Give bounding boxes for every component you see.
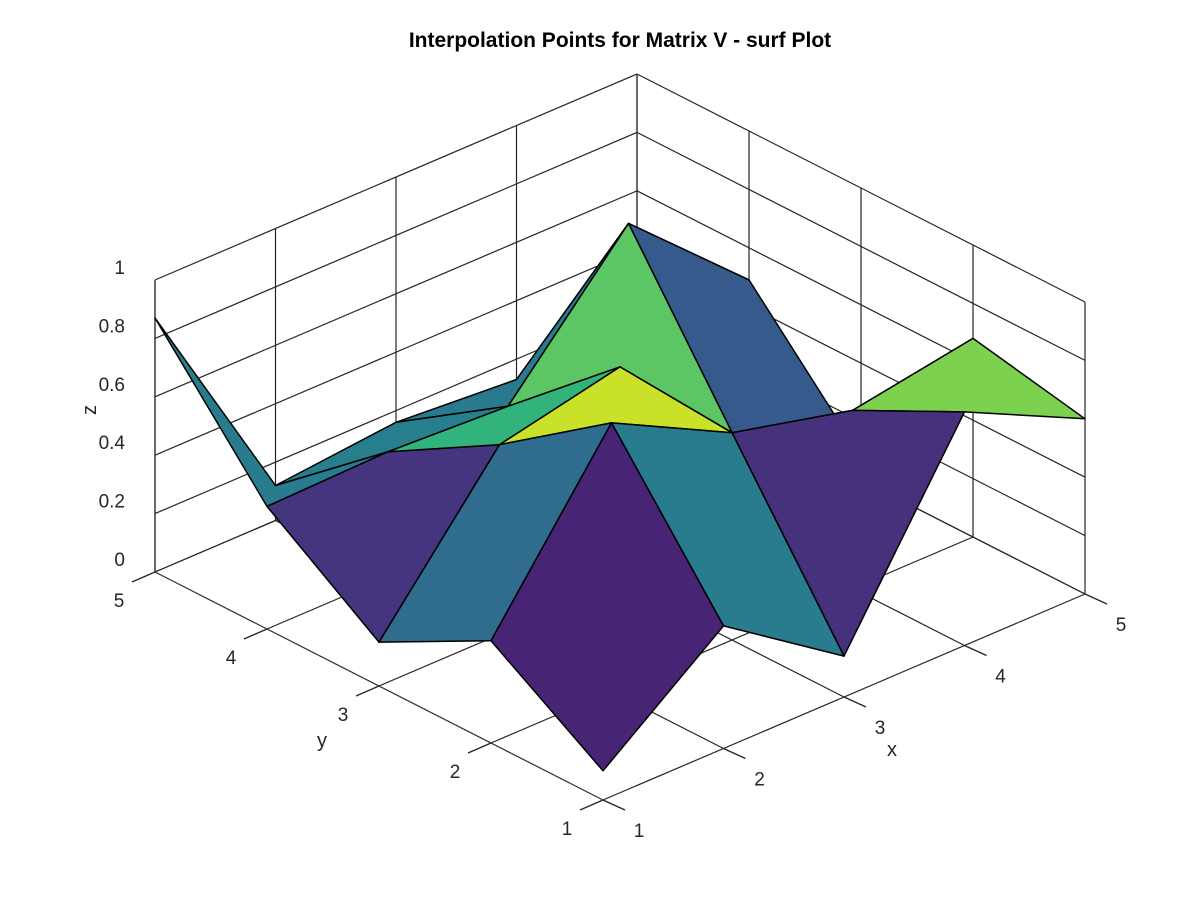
x-tick-label: 4 xyxy=(995,667,1006,688)
x-tick-mark xyxy=(843,696,867,708)
surface-face-4-1 xyxy=(851,337,1086,420)
y-tick-label: 2 xyxy=(450,762,461,783)
wall-grid-line xyxy=(154,131,638,339)
z-tick-label: 1 xyxy=(114,258,125,279)
z-tick-label: 0.4 xyxy=(99,433,126,454)
wall-grid-line xyxy=(154,73,638,281)
x-tick-mark xyxy=(1084,593,1108,605)
x-tick-mark xyxy=(723,747,746,760)
x-tick-label: 1 xyxy=(634,821,645,842)
wall-grid-line xyxy=(636,131,1086,361)
y-tick-label: 5 xyxy=(114,591,125,612)
y-axis-label: y xyxy=(317,730,327,752)
z-tick-label: 0.6 xyxy=(99,375,125,396)
z-axis-label: z xyxy=(79,405,101,415)
x-tick-label: 2 xyxy=(754,770,765,791)
y-tick-label: 3 xyxy=(338,705,349,726)
x-tick-label: 3 xyxy=(875,718,886,739)
axes-ticks-and-labels: x y z 1 2 3 4 5 1 2 3 4 5 0 0.2 0.4 0.6 0.8 1 xyxy=(79,258,1126,842)
wall-grid-line xyxy=(154,190,638,398)
y-tick-label: 1 xyxy=(562,819,573,840)
chart-title: Interpolation Points for Matrix V - surf… xyxy=(409,29,831,52)
x-axis-label: x xyxy=(887,739,897,761)
y-tick-label: 4 xyxy=(226,648,237,669)
y-tick-mark xyxy=(467,742,492,754)
y-tick-mark xyxy=(579,799,604,811)
surface-plot xyxy=(154,222,1086,772)
wall-grid-line xyxy=(154,248,638,456)
x-tick-mark xyxy=(602,799,626,811)
x-tick-label: 5 xyxy=(1116,615,1127,636)
y-tick-mark xyxy=(355,685,380,697)
surface-face-1-1 xyxy=(490,422,725,772)
x-tick-mark xyxy=(964,644,987,657)
y-tick-mark xyxy=(131,571,156,583)
z-tick-label: 0.2 xyxy=(99,492,125,513)
z-tick-label: 0.8 xyxy=(99,316,125,337)
y-tick-mark xyxy=(243,628,268,640)
z-tick-label: 0 xyxy=(114,550,125,571)
wall-grid-line xyxy=(636,73,1086,303)
